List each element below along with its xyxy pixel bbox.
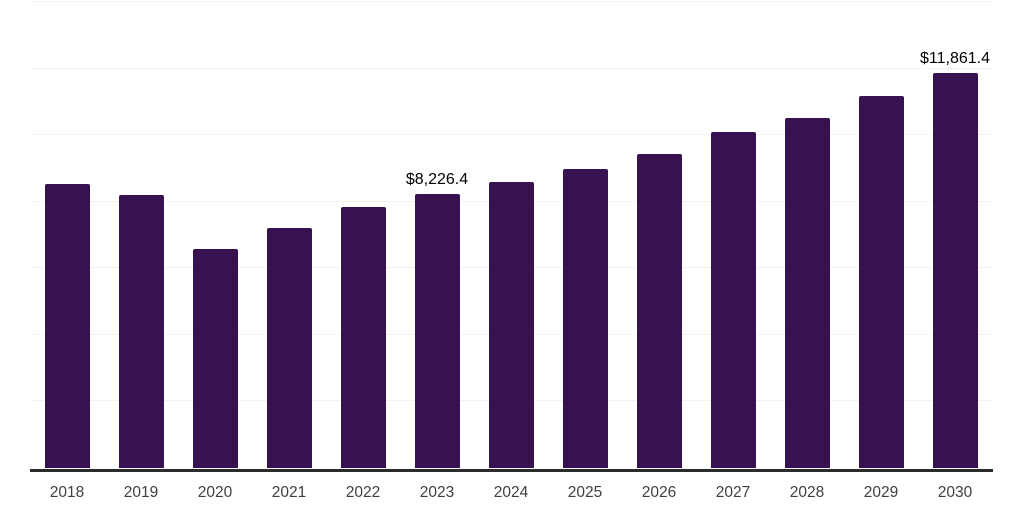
x-axis-line bbox=[30, 469, 993, 472]
x-tick-label-2024: 2024 bbox=[493, 484, 529, 501]
y-gridline bbox=[30, 67, 992, 69]
y-gridline bbox=[30, 134, 992, 136]
x-tick-label-2023: 2023 bbox=[419, 484, 455, 501]
bar-2018[interactable] bbox=[44, 184, 90, 468]
bar-value-label: $8,226.4 bbox=[405, 171, 469, 189]
x-tick-label-2019: 2019 bbox=[123, 484, 159, 501]
x-tick-label-2026: 2026 bbox=[641, 484, 677, 501]
bar-2030[interactable] bbox=[932, 73, 978, 468]
y-gridline bbox=[30, 1, 992, 2]
x-tick-label-2030: 2030 bbox=[937, 484, 973, 501]
bar-2019[interactable] bbox=[118, 195, 164, 468]
bar-2020[interactable] bbox=[192, 248, 238, 468]
x-tick-label-2020: 2020 bbox=[197, 484, 233, 501]
x-tick-label-2018: 2018 bbox=[49, 484, 85, 501]
bar-value-label: $11,861.4 bbox=[920, 50, 990, 68]
bar-2022[interactable] bbox=[340, 206, 386, 468]
bar-2021[interactable] bbox=[266, 228, 312, 468]
plot-area: $8,226.4 $11,861.4 bbox=[30, 1, 992, 468]
x-tick-label-2027: 2027 bbox=[715, 484, 751, 501]
x-tick-label-2021: 2021 bbox=[271, 484, 307, 501]
x-tick-label-2028: 2028 bbox=[789, 484, 825, 501]
bar-2024[interactable] bbox=[488, 182, 534, 468]
bar-2029[interactable] bbox=[858, 96, 904, 468]
bar-2023[interactable] bbox=[414, 194, 460, 468]
bar-2028[interactable] bbox=[784, 118, 830, 468]
x-tick-label-2025: 2025 bbox=[567, 484, 603, 501]
bar-2025[interactable] bbox=[562, 169, 608, 468]
x-tick-label-2029: 2029 bbox=[863, 484, 899, 501]
bar-2027[interactable] bbox=[710, 132, 756, 468]
x-tick-label-2022: 2022 bbox=[345, 484, 381, 501]
bar-2026[interactable] bbox=[636, 154, 682, 468]
